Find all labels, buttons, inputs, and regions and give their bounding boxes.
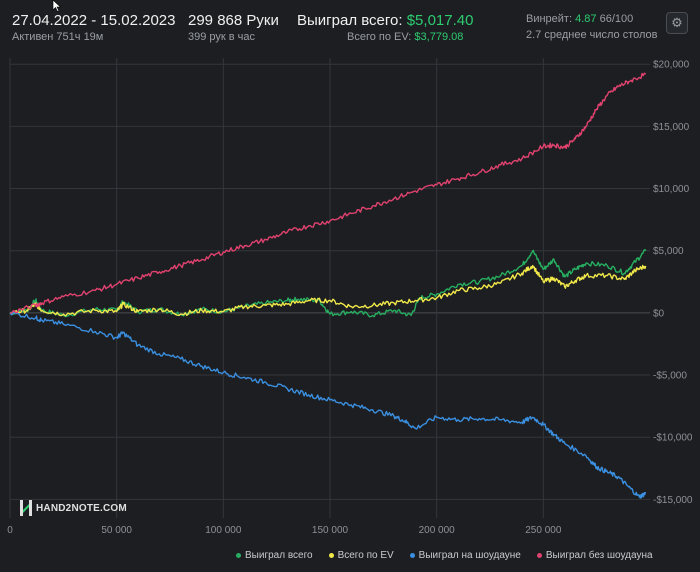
x-tick-label: 100 000 bbox=[205, 525, 242, 536]
x-tick-label: 200 000 bbox=[419, 525, 456, 536]
legend-dot-icon bbox=[236, 552, 241, 558]
settings-button[interactable]: ⚙ bbox=[666, 12, 688, 34]
chart-legend: Выиграл всего Всего по EV Выиграл на шоуда… bbox=[236, 548, 653, 562]
x-tick-label: 50 000 bbox=[101, 525, 132, 536]
gear-icon: ⚙ bbox=[671, 15, 683, 31]
y-axis: $20,000 $15,000 $10,000 $5,000 $0 -$5,000 -$10… bbox=[653, 60, 693, 506]
winrate: Винрейт: 4.87 66/100 bbox=[526, 13, 633, 25]
series-line bbox=[9, 72, 647, 314]
series-line bbox=[9, 264, 647, 317]
winrate-label: Винрейт: bbox=[526, 13, 573, 25]
tables-average: 2.7 среднее число столов bbox=[526, 29, 658, 41]
date-range: 27.04.2022 - 15.02.2023 bbox=[12, 12, 176, 29]
series-line bbox=[9, 248, 647, 318]
legend-item[interactable]: Выиграл на шоудауне bbox=[409, 548, 521, 562]
y-tick-label: -$15,000 bbox=[653, 495, 693, 506]
legend-label: Всего по EV bbox=[337, 549, 394, 561]
legend-item[interactable]: Всего по EV bbox=[328, 548, 394, 562]
legend-dot-icon bbox=[328, 552, 334, 558]
y-tick-label: $5,000 bbox=[653, 246, 684, 257]
x-tick-label: 0 bbox=[7, 525, 13, 536]
winrate-value: 4.87 bbox=[575, 13, 597, 25]
ev-total-label: Всего по EV: bbox=[347, 31, 412, 43]
legend-item[interactable]: Выиграл без шоудауна bbox=[536, 548, 653, 562]
x-tick-label: 250 000 bbox=[525, 525, 562, 536]
legend-dot-icon bbox=[536, 552, 542, 558]
legend-label: Выиграл без шоудауна bbox=[545, 549, 653, 561]
won-total: Выиграл всего: $5,017.40 bbox=[297, 12, 473, 29]
legend-dot-icon bbox=[409, 552, 415, 558]
y-tick-label: $10,000 bbox=[653, 184, 690, 195]
x-tick-label: 150 000 bbox=[312, 525, 349, 536]
y-tick-label: $0 bbox=[653, 308, 665, 319]
hands-count: 299 868 Руки bbox=[188, 12, 279, 29]
hand2note-logo-icon bbox=[20, 500, 32, 516]
x-axis: 0 50 000 100 000 150 000 200 000 250 000 bbox=[7, 525, 562, 536]
ev-total: Всего по EV: $3,779.08 bbox=[347, 31, 463, 43]
legend-label: Выиграл на шоудауне bbox=[418, 549, 521, 561]
won-total-value: $5,017.40 bbox=[406, 12, 474, 29]
winrate-unit: 66/100 bbox=[599, 13, 634, 25]
active-time: Активен 751ч 19м bbox=[12, 31, 104, 43]
y-tick-label: $20,000 bbox=[653, 60, 690, 71]
cursor-icon bbox=[52, 0, 62, 12]
y-tick-label: -$5,000 bbox=[653, 371, 687, 382]
series-line bbox=[9, 311, 647, 499]
logo-text: HAND2NOTE.COM bbox=[36, 502, 127, 514]
won-total-label: Выиграл всего: bbox=[297, 12, 403, 29]
legend-item[interactable]: Выиграл всего bbox=[236, 548, 313, 562]
y-tick-label: -$10,000 bbox=[653, 433, 693, 444]
chart-series bbox=[9, 72, 647, 499]
hands-per-hour: 399 рук в час bbox=[188, 31, 256, 43]
y-tick-label: $15,000 bbox=[653, 122, 690, 133]
hand2note-logo: HAND2NOTE.COM bbox=[20, 500, 127, 516]
ev-total-value: $3,779.08 bbox=[414, 31, 464, 43]
legend-label: Выиграл всего bbox=[245, 549, 313, 561]
